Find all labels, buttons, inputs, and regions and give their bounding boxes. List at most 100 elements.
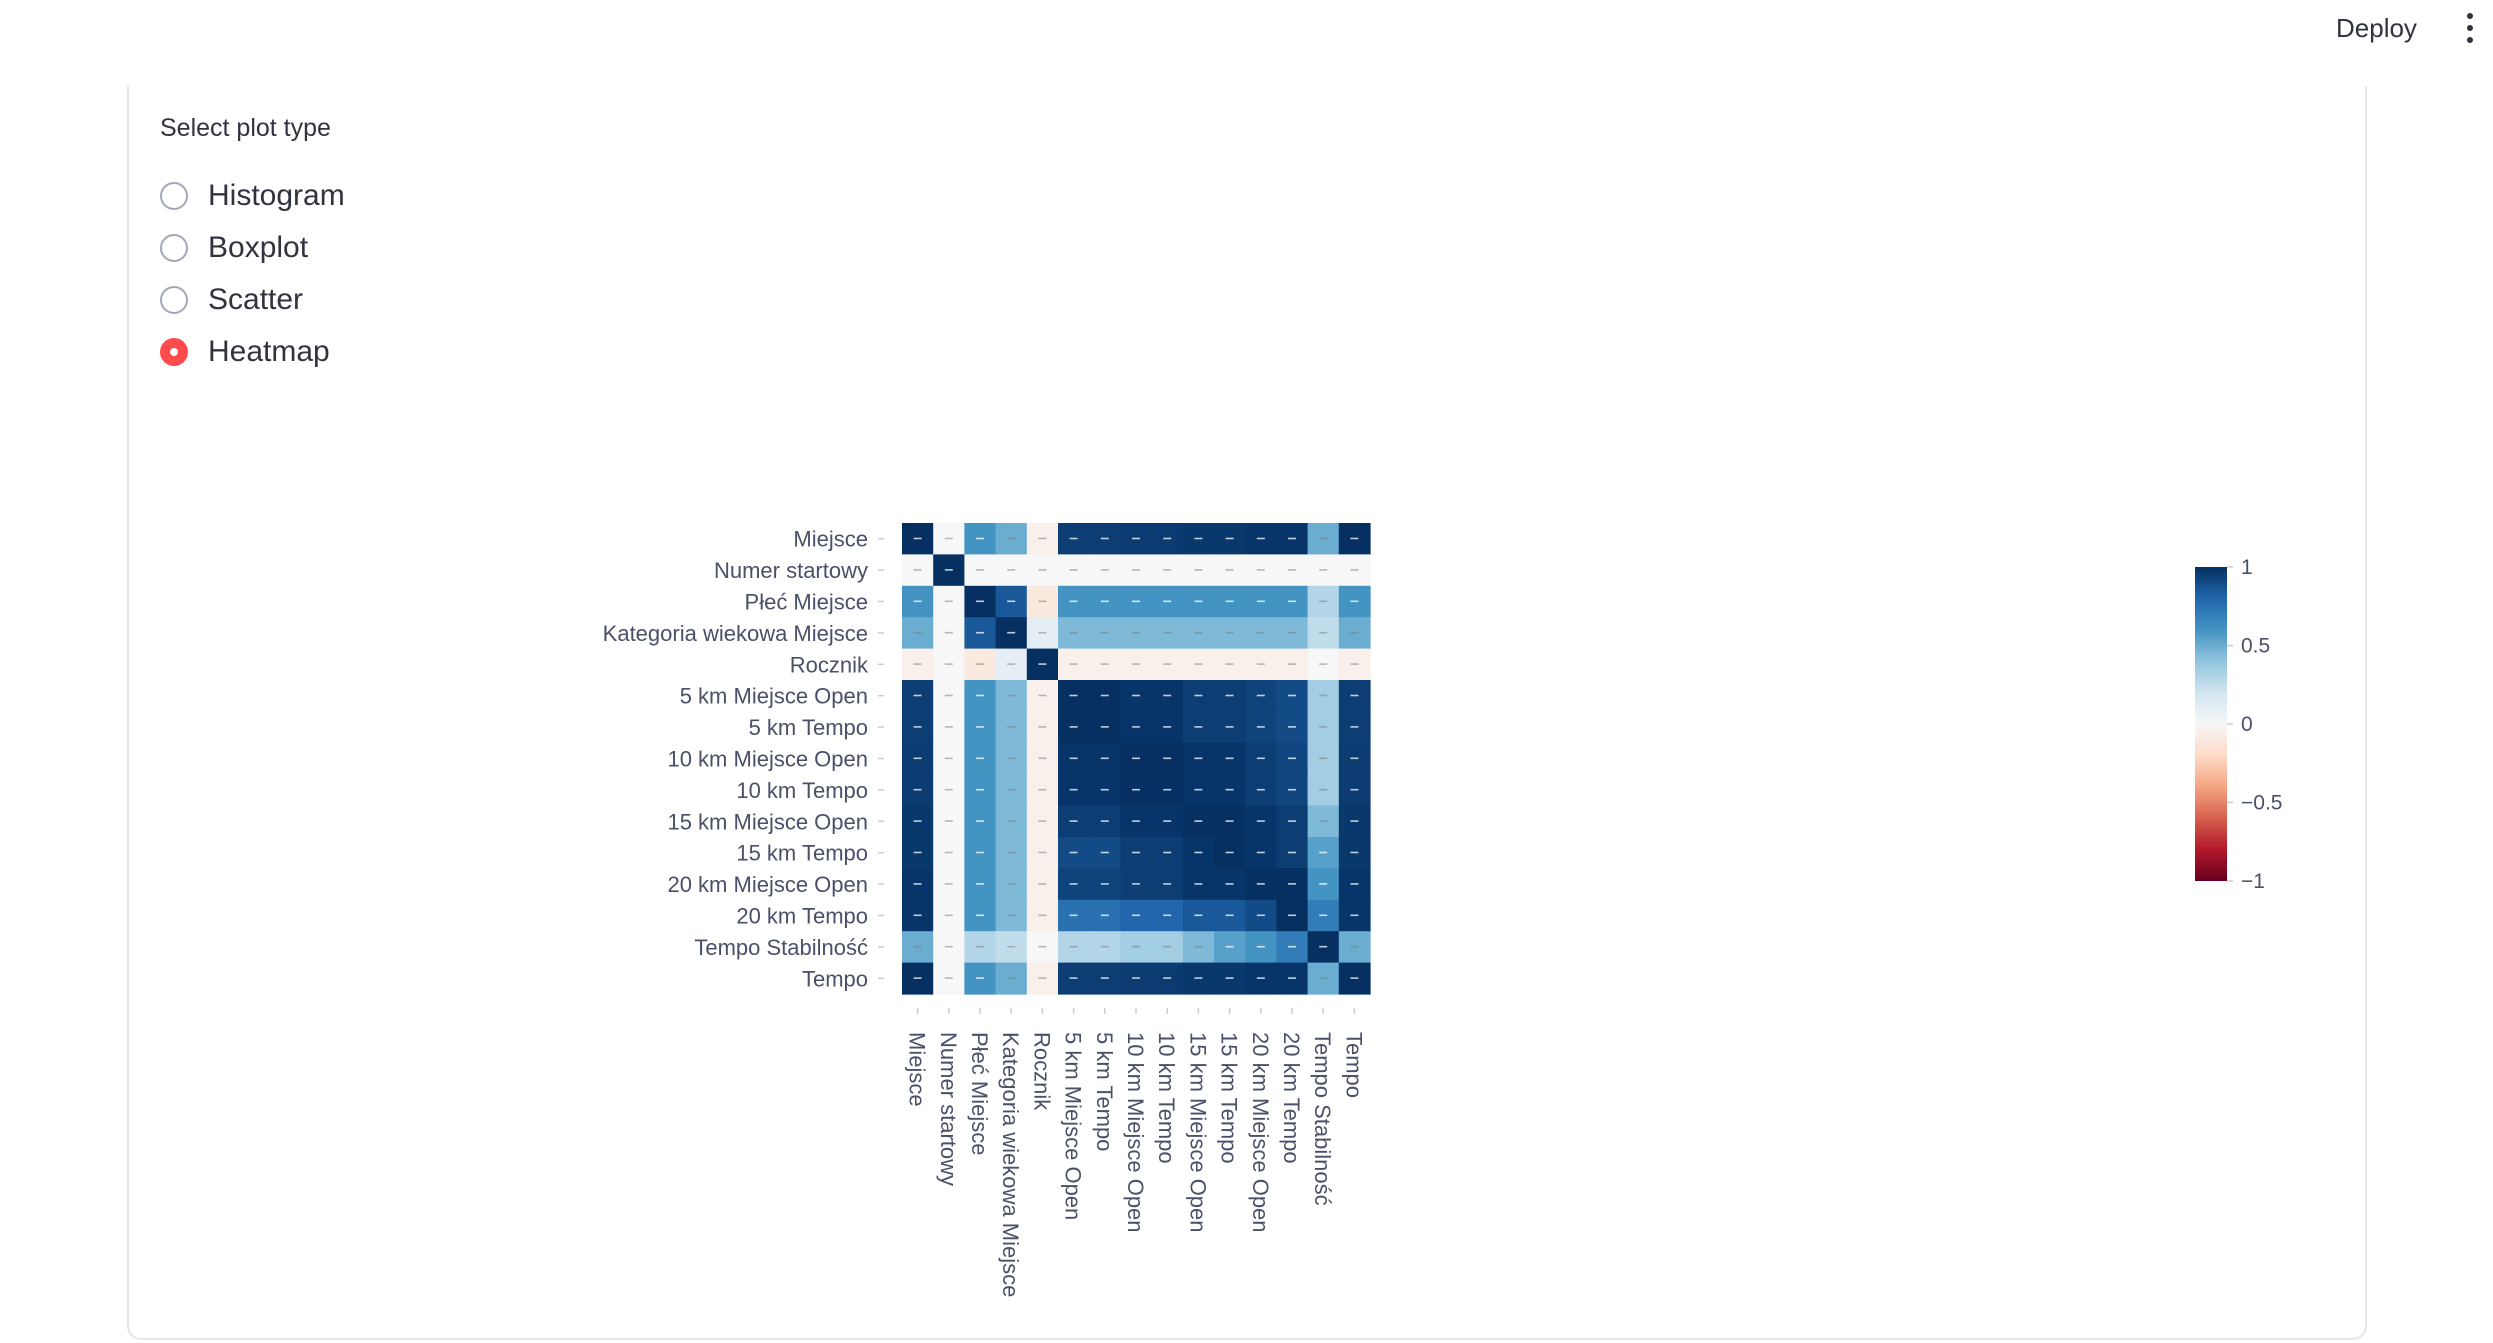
heatmap-cell-label [944,820,953,822]
colorbar-gradient [2195,567,2227,881]
heatmap-cell-label [1132,694,1140,697]
heatmap-cell-label [1350,663,1359,665]
heatmap-cell-label [1319,600,1328,603]
heatmap-cell-label [1319,631,1328,634]
heatmap-cell-label [976,914,984,917]
heatmap-cell-label [1163,914,1172,917]
heatmap-cell-label [1132,631,1140,634]
y-tick-label: 20 km Tempo [736,904,868,929]
radio-circle-icon[interactable] [160,234,188,262]
radio-heatmap[interactable]: Heatmap [160,326,345,378]
heatmap-cell-label [1069,883,1078,885]
heatmap-cell-label [1288,694,1296,697]
heatmap-cell-label [1132,788,1140,791]
heatmap-cell-label [1319,820,1328,822]
y-tick-label: 15 km Tempo [736,841,868,866]
radio-boxplot[interactable]: Boxplot [160,222,345,274]
heatmap-cell-label [1194,883,1203,885]
heatmap-cell-label [1100,757,1109,760]
heatmap-cell-label [944,631,953,634]
radio-label: Scatter [208,283,304,316]
heatmap-cell-label [1132,914,1140,917]
heatmap-cell-label [1007,631,1016,634]
heatmap-cell-label [976,537,984,540]
heatmap-cell-label [1256,977,1265,979]
heatmap-cell-label [1132,663,1140,665]
heatmap-cell-label [1288,851,1296,854]
heatmap-cell-label [1256,537,1265,540]
heatmap-cell-label [1256,914,1265,917]
heatmap-cell-label [1100,883,1109,885]
heatmap-cell-label [1069,537,1078,540]
heatmap-cell-label [1007,883,1016,885]
heatmap-cell-label [1007,600,1016,603]
heatmap-cell-label [976,977,984,979]
heatmap-cell-label [1132,851,1140,854]
y-axis-labels: Miejsce Numer startowy Płeć Miejsce Kategor… [603,527,884,991]
heatmap-cell-label [1288,726,1296,728]
heatmap-cell-label [1194,757,1203,760]
heatmap-cell-label [1007,914,1016,917]
heatmap-cell-label [976,600,984,603]
heatmap-cell-label [1069,945,1078,948]
heatmap-cell-label [1288,537,1296,540]
heatmap-cell-label [1225,945,1234,948]
heatmap-cell-label [1225,757,1234,760]
heatmap-cell-label [1163,883,1172,885]
radio-circle-icon[interactable] [160,182,188,210]
heatmap-cell-label [1194,631,1203,634]
heatmap-cell-label [1194,914,1203,917]
x-tick-label: Miejsce [905,1032,930,1107]
heatmap-cell-label [1069,914,1078,917]
heatmap-cell-label [1038,757,1047,760]
heatmap-cell-label [1100,820,1109,822]
heatmap-cell-label [1038,788,1047,791]
heatmap-cell-label [1007,726,1016,728]
heatmap-cell-label [1100,631,1109,634]
x-tick-label: Tempo Stabilność [1310,1032,1335,1206]
heatmap-cell-label [976,945,984,948]
more-vertical-icon[interactable] [2455,10,2485,46]
deploy-button[interactable]: Deploy [2336,12,2417,43]
heatmap-cell-label [1288,914,1296,917]
heatmap-cell-label [944,788,953,791]
heatmap-cell-label [1038,820,1047,822]
heatmap-cell-label [1256,945,1265,948]
heatmap-cell-label [913,820,922,822]
y-tick-label: 5 km Tempo [749,715,868,740]
heatmap-cell-label [976,663,984,665]
heatmap-cell-label [1225,663,1234,665]
heatmap-cell-label [944,569,953,571]
plot-type-label: Select plot type [160,114,331,142]
heatmap-cell-label [1007,663,1016,665]
colorbar-tick-label: 0.5 [2241,635,2270,658]
radio-circle-icon[interactable] [160,286,188,314]
heatmap-cell-label [976,569,984,571]
heatmap-cell-label [1225,537,1234,540]
radio-histogram[interactable]: Histogram [160,170,345,222]
heatmap-cell-label [976,788,984,791]
heatmap-cell-label [1038,569,1047,571]
heatmap-cell-label [913,914,922,917]
heatmap-cell-label [1256,883,1265,885]
heatmap-cell-label [913,945,922,948]
heatmap-cell-label [1069,820,1078,822]
heatmap-cell-label [1194,600,1203,603]
heatmap-cell-label [976,851,984,854]
heatmap-cell-label [976,631,984,634]
heatmap-cell-label [944,945,953,948]
heatmap-cell-label [1194,977,1203,979]
radio-circle-checked-icon[interactable] [160,338,188,366]
y-tick-label: 10 km Miejsce Open [667,747,868,772]
heatmap-cell-label [1319,757,1328,760]
heatmap-cell-label [1256,757,1265,760]
heatmap-cell-label [1163,631,1172,634]
heatmap-cell-label [1100,694,1109,697]
y-tick-label: 15 km Miejsce Open [667,809,868,834]
heatmap-cell-label [1163,694,1172,697]
heatmap-cell-label [1256,788,1265,791]
heatmap-cell-label [1350,851,1359,854]
heatmap-cell-label [913,569,922,571]
radio-scatter[interactable]: Scatter [160,274,345,326]
